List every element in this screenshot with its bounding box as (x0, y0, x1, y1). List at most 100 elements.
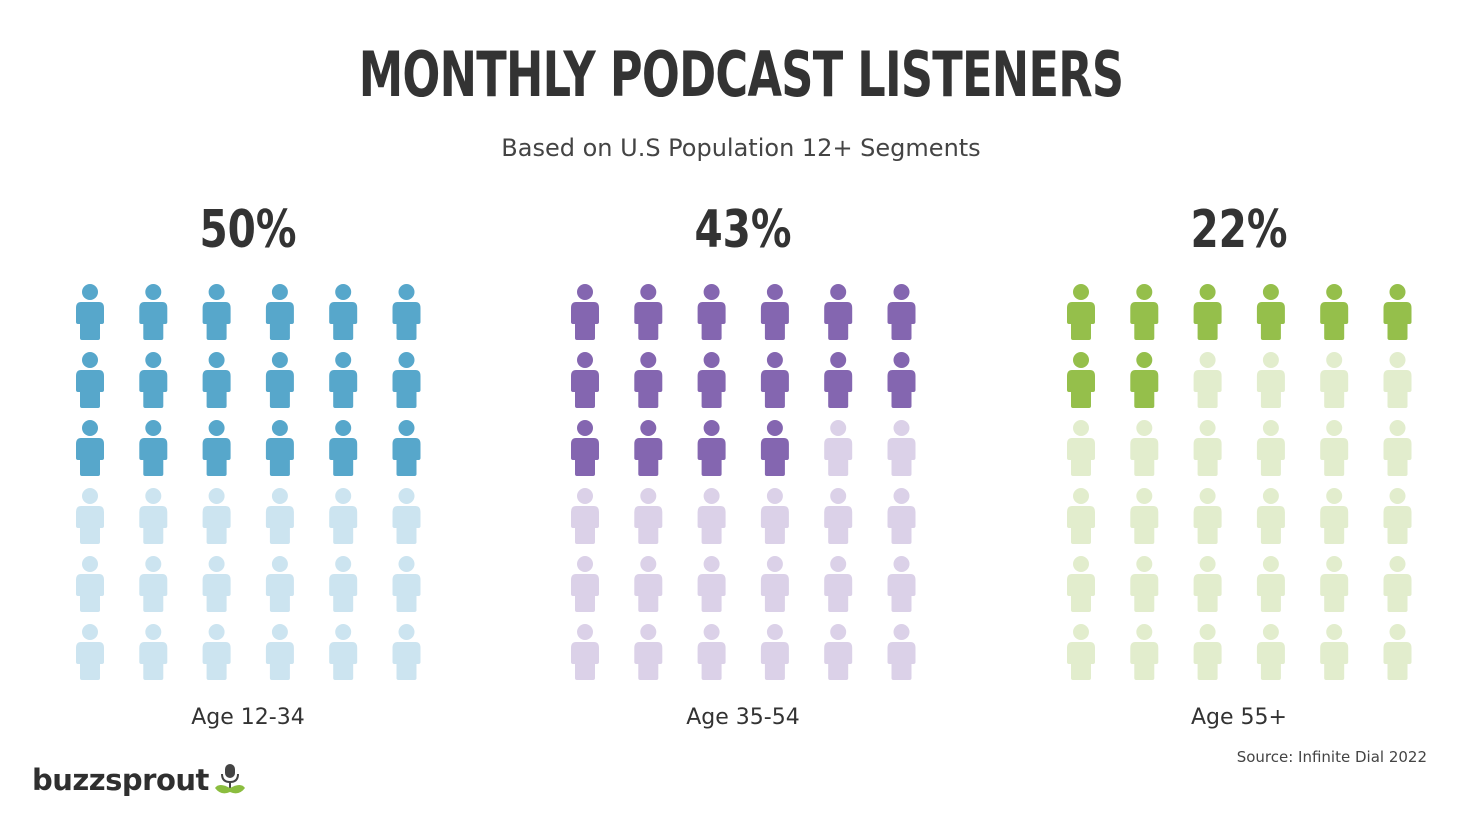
person-icon-filled (697, 352, 726, 408)
person-icon-empty (1383, 488, 1412, 544)
age-group-label: Age 35-54 (686, 705, 800, 730)
person-icon-empty (202, 556, 231, 612)
person-icon-filled (697, 420, 726, 476)
person-icon-filled (634, 284, 663, 340)
percentage-label: 50% (199, 200, 297, 260)
person-icon-empty (76, 488, 104, 544)
person-icon-empty (824, 420, 853, 476)
person-icon-empty (1383, 352, 1412, 408)
person-icon-empty (1320, 488, 1349, 544)
person-icon-empty (1193, 556, 1222, 612)
person-icon-empty (697, 556, 726, 612)
person-icon-empty (1256, 420, 1285, 476)
person-icon-empty (1320, 624, 1349, 680)
person-icon-empty (139, 488, 168, 544)
person-icon-empty (760, 488, 789, 544)
person-icon-filled (1067, 284, 1095, 340)
person-icon-empty (634, 488, 663, 544)
person-icon-empty (392, 556, 421, 612)
person-icon-empty (760, 556, 789, 612)
person-icon-filled (139, 352, 168, 408)
person-icon-empty (634, 556, 663, 612)
person-icon-empty (1256, 352, 1285, 408)
person-icon-empty (887, 488, 916, 544)
person-icon-empty (1067, 420, 1095, 476)
person-icon-empty (1067, 488, 1095, 544)
pictograph-grid (1067, 284, 1412, 680)
percentage-label: 22% (1190, 200, 1288, 260)
person-icon-filled (1383, 284, 1412, 340)
buzzsprout-logo: buzzsprout (32, 760, 247, 800)
percentage-label: 43% (694, 200, 792, 260)
person-icon-empty (1067, 624, 1095, 680)
person-icon-empty (329, 488, 358, 544)
person-icon-filled (824, 352, 853, 408)
person-icon-filled (265, 420, 294, 476)
person-icon-filled (760, 284, 789, 340)
age-group-label: Age 55+ (1191, 705, 1287, 730)
person-icon-empty (76, 556, 104, 612)
person-icon-filled (202, 284, 231, 340)
person-icon-empty (697, 624, 726, 680)
pictograph-grid (76, 284, 421, 680)
age-group-label: Age 12-34 (191, 705, 305, 730)
person-icon-empty (1383, 624, 1412, 680)
person-icon-filled (887, 284, 916, 340)
person-icon-filled (571, 420, 599, 476)
person-icon-filled (1256, 284, 1285, 340)
person-icon-empty (824, 624, 853, 680)
person-icon-empty (1256, 556, 1285, 612)
person-icon-empty (571, 624, 599, 680)
person-icon-filled (392, 420, 421, 476)
person-icon-filled (634, 420, 663, 476)
person-icon-filled (1193, 284, 1222, 340)
person-icon-empty (887, 420, 916, 476)
person-icon-empty (1067, 556, 1095, 612)
person-icon-empty (1130, 624, 1159, 680)
person-icon-filled (887, 352, 916, 408)
person-icon-empty (634, 624, 663, 680)
person-icon-filled (634, 352, 663, 408)
person-icon-empty (392, 624, 421, 680)
person-icon-empty (1130, 420, 1159, 476)
person-icon-empty (1193, 488, 1222, 544)
person-icon-filled (329, 420, 358, 476)
chart-title: MONTHLY PODCAST LISTENERS (358, 38, 1124, 111)
person-icon-filled (571, 352, 599, 408)
person-icon-empty (1130, 556, 1159, 612)
person-icon-filled (329, 284, 358, 340)
person-icon-filled (392, 352, 421, 408)
person-icon-filled (571, 284, 599, 340)
person-icon-empty (1193, 352, 1222, 408)
person-icon-filled (1320, 284, 1349, 340)
person-icon-filled (202, 420, 231, 476)
person-icon-filled (76, 420, 104, 476)
person-icon-filled (1130, 284, 1159, 340)
microphone-sprout-icon (214, 764, 245, 794)
person-icon-filled (329, 352, 358, 408)
person-icon-empty (887, 556, 916, 612)
person-icon-empty (202, 488, 231, 544)
person-icon-empty (265, 624, 294, 680)
person-icon-empty (571, 488, 599, 544)
person-icon-empty (760, 624, 789, 680)
person-icon-empty (824, 556, 853, 612)
person-icon-empty (139, 556, 168, 612)
person-icon-empty (329, 556, 358, 612)
person-icon-filled (202, 352, 231, 408)
person-icon-filled (392, 284, 421, 340)
person-icon-empty (887, 624, 916, 680)
person-icon-empty (1320, 420, 1349, 476)
person-icon-empty (1256, 488, 1285, 544)
person-icon-empty (1193, 420, 1222, 476)
person-icon-filled (139, 420, 168, 476)
person-icon-filled (697, 284, 726, 340)
person-icon-empty (1193, 624, 1222, 680)
person-icon-empty (824, 488, 853, 544)
person-icon-filled (1067, 352, 1095, 408)
person-icon-filled (265, 352, 294, 408)
person-icon-empty (139, 624, 168, 680)
source-note: Source: Infinite Dial 2022 (1236, 748, 1427, 766)
person-icon-empty (265, 556, 294, 612)
person-icon-filled (760, 352, 789, 408)
